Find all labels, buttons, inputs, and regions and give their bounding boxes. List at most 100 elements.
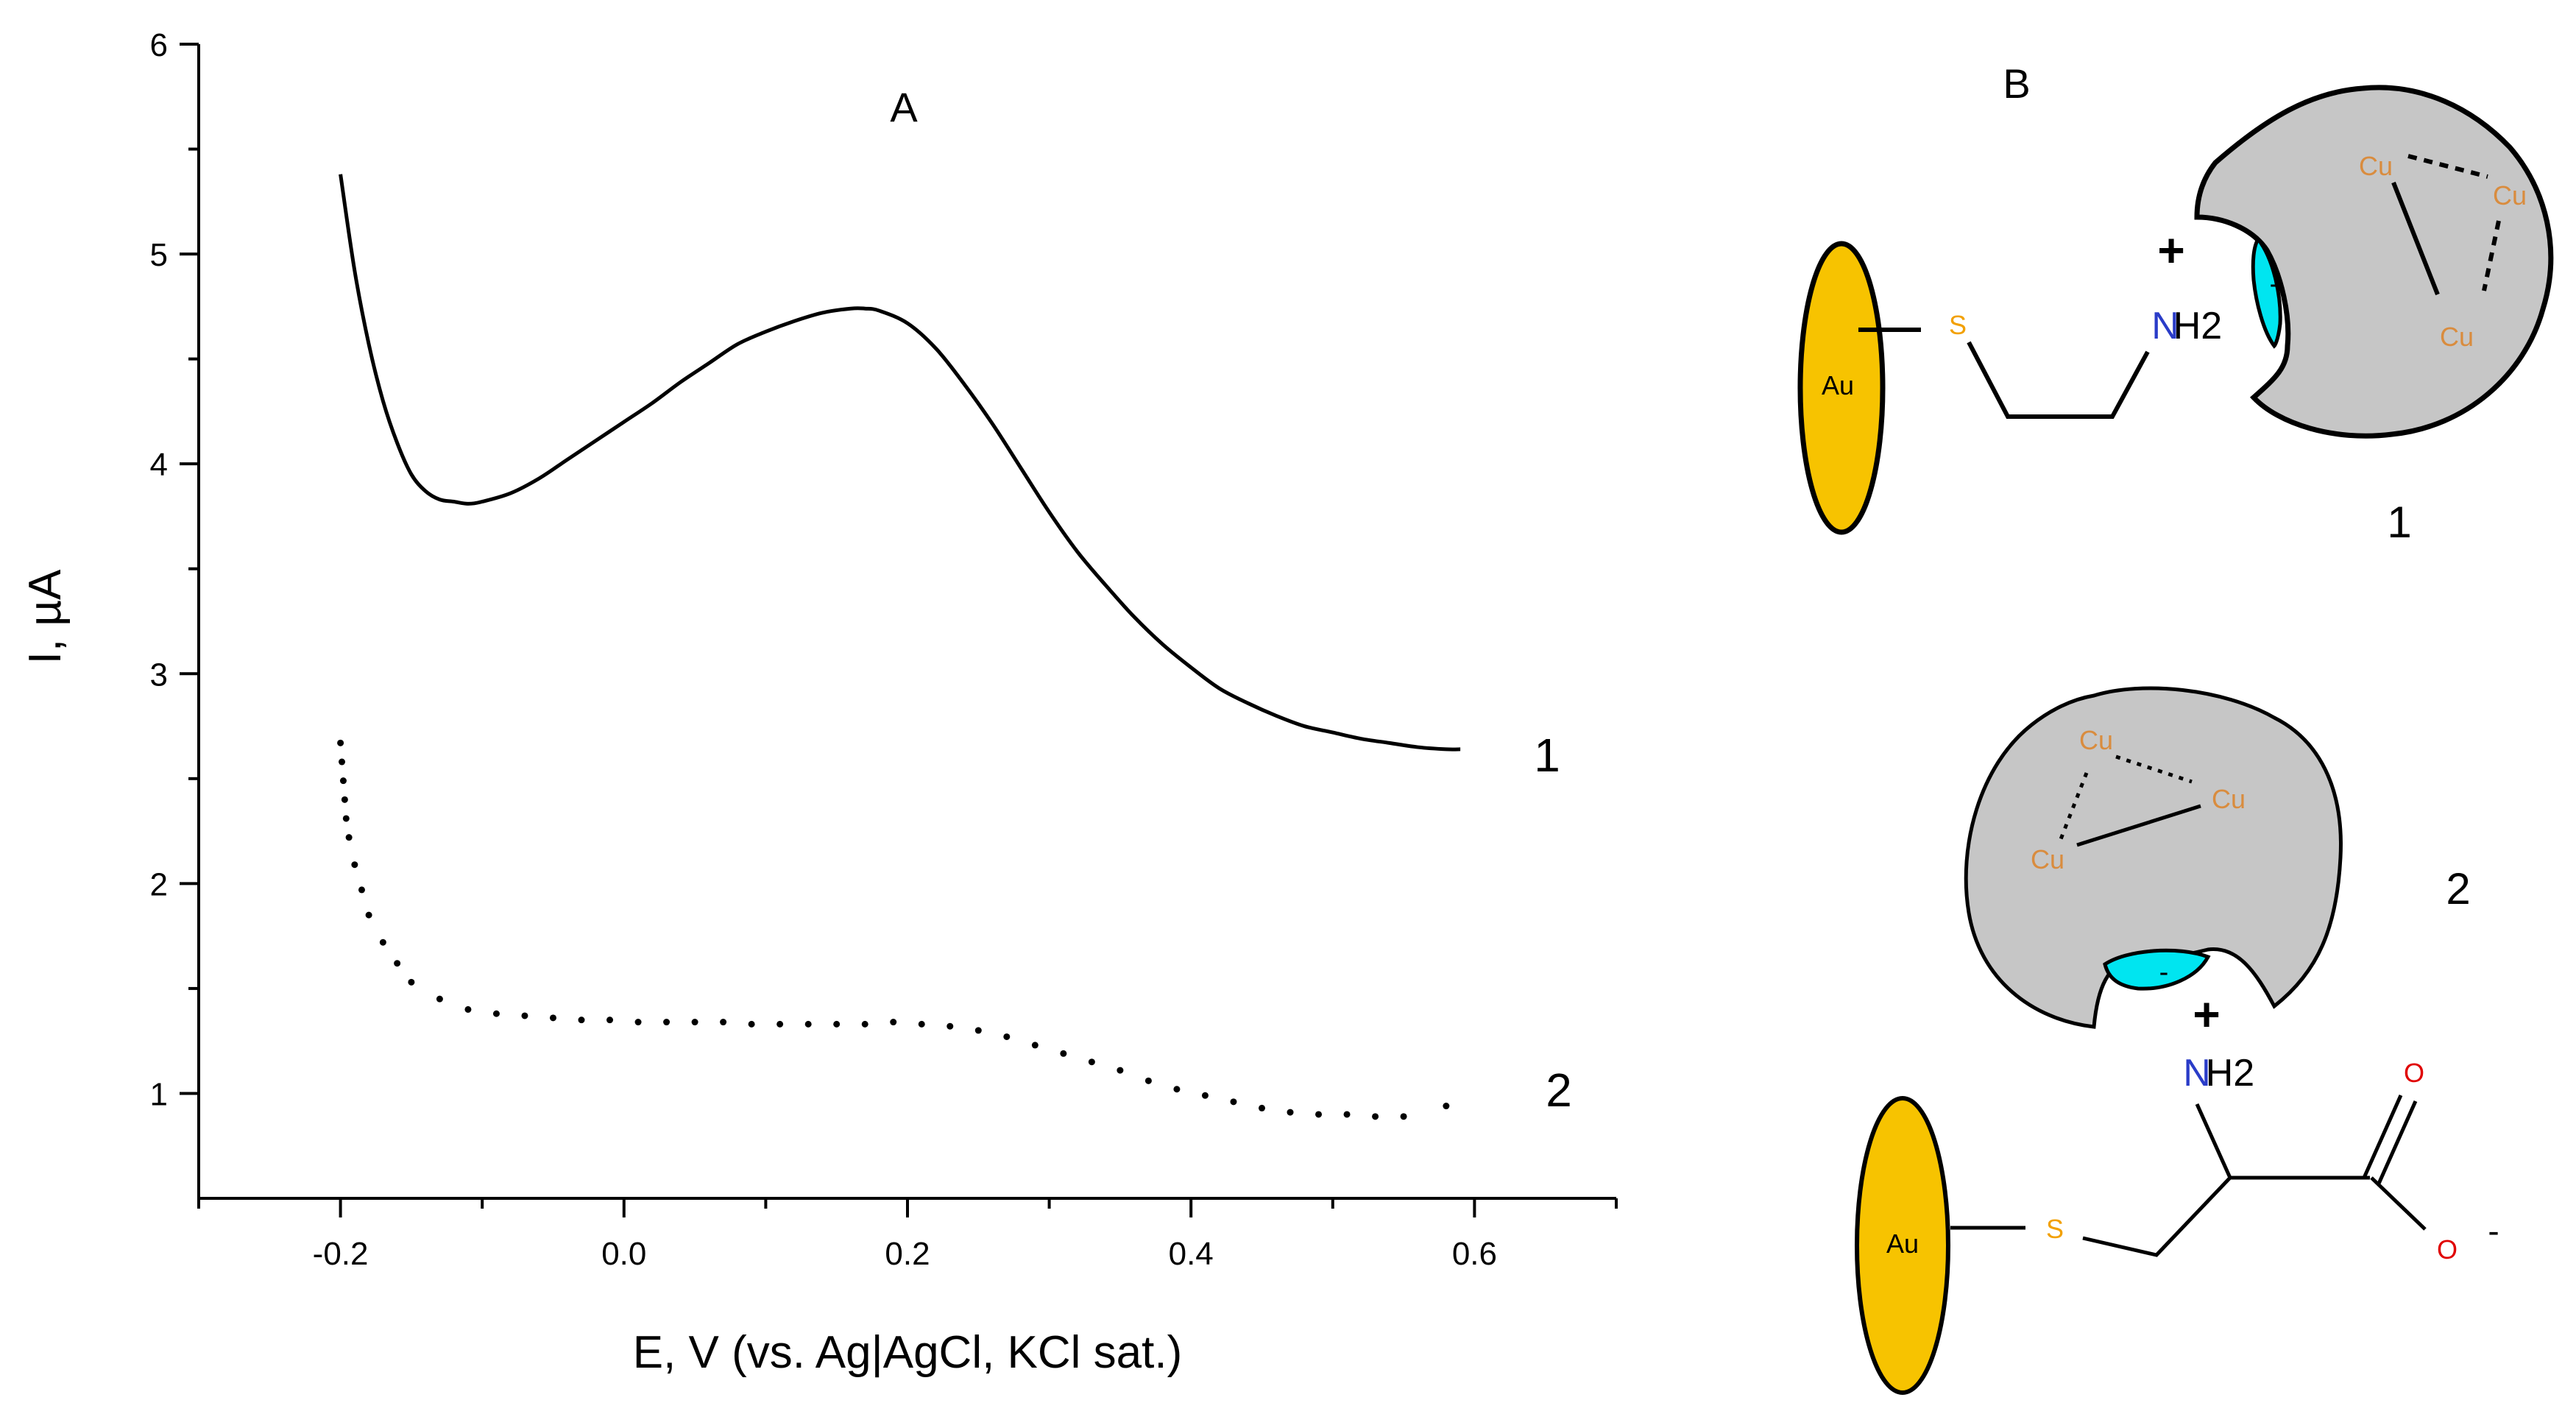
series-2-point	[436, 995, 443, 1003]
series-2-point	[974, 1027, 982, 1034]
cu-bond-1-solid	[2391, 181, 2440, 296]
carboxylate-minus-2: -	[2488, 1212, 2499, 1250]
x-tick-label: 0.6	[1452, 1236, 1497, 1272]
series-2-point	[946, 1022, 954, 1030]
active-site-1	[2251, 236, 2282, 349]
data-series	[337, 174, 1461, 1120]
oxygen-label-2b: O	[2437, 1234, 2458, 1265]
series-2-point	[720, 1019, 727, 1026]
series-2-point	[804, 1020, 812, 1028]
cu-bond-1-dotted-a	[2407, 154, 2488, 179]
cu-bond-2-dotted-b	[2059, 772, 2089, 840]
series-2-point	[634, 1019, 642, 1026]
y-tick-label: 6	[150, 27, 168, 63]
series-2-point	[1400, 1113, 1407, 1120]
x-tick-label: 0.2	[885, 1236, 930, 1272]
cu-bond-2-solid	[2076, 804, 2201, 847]
series-2-point	[1060, 1050, 1067, 1057]
y-tick-label: 5	[150, 237, 168, 273]
series-2-point	[918, 1020, 925, 1028]
active-site-2	[2103, 948, 2211, 991]
series-2-point	[339, 758, 346, 766]
series-2-point	[1315, 1111, 1323, 1118]
site-minus-1: -	[2270, 269, 2279, 300]
series-2-point	[342, 815, 350, 822]
y-tick-label: 2	[150, 866, 168, 902]
series-2-label: 2	[1546, 1064, 1572, 1117]
series-2-point	[1031, 1042, 1038, 1049]
series-2-point	[339, 777, 347, 785]
cu-bond-2-dotted-a	[2115, 754, 2193, 784]
series-2-point	[1117, 1067, 1124, 1074]
scheme-2: - Cu Cu Cu + N H2 Au S O O - 2	[1855, 686, 2499, 1395]
carbonyl-bond-2a	[2362, 1094, 2403, 1179]
series-2-point	[341, 796, 348, 803]
amine-bond-2	[2195, 1103, 2232, 1179]
panel-label-b: B	[2003, 60, 2030, 107]
amine-h2-2: H2	[2206, 1052, 2254, 1095]
cu-label-1a: Cu	[2359, 151, 2393, 181]
series-2-point	[890, 1019, 897, 1026]
x-axis-title: E, V (vs. Ag|AgCl, KCl sat.)	[633, 1327, 1183, 1378]
series-2-point	[1201, 1092, 1209, 1099]
series-2-point	[521, 1012, 528, 1019]
linker-chain-1	[1967, 341, 2150, 419]
series-2-point	[1443, 1103, 1450, 1110]
series-2-point	[1144, 1077, 1152, 1084]
series-2-point	[606, 1017, 614, 1024]
au-label-1: Au	[1822, 370, 1854, 400]
series-2-point	[1287, 1109, 1294, 1116]
x-tick-label: 0.0	[601, 1236, 646, 1272]
cu-label-2c: Cu	[2031, 844, 2064, 874]
amine-h2-1: H2	[2173, 305, 2222, 347]
series-2-point	[492, 1010, 500, 1017]
series-2-point	[776, 1020, 784, 1028]
series-1-label: 1	[1534, 729, 1560, 782]
series-1-line	[339, 174, 1461, 752]
cu-label-1c: Cu	[2440, 322, 2474, 352]
cu-label-2b: Cu	[2212, 784, 2246, 814]
series-2-point	[365, 911, 372, 919]
y-tick-label: 3	[150, 657, 168, 693]
series-2-point	[748, 1020, 755, 1028]
series-2-point	[464, 1005, 472, 1013]
series-2-point	[408, 978, 415, 986]
scheme-panel: B Au S + N H2 - Cu Cu Cu 1	[1797, 60, 2554, 1395]
series-2-point	[1003, 1033, 1011, 1040]
plus-label-2: +	[2193, 988, 2220, 1041]
axis-tick-labels: -0.2 0.0 0.2 0.4 0.6 1 2 3 4 5 6	[150, 27, 1497, 1272]
axis-ticks	[180, 43, 1618, 1217]
voltammetry-chart: -0.2 0.0 0.2 0.4 0.6 1 2 3 4 5 6 A E, V (vs. Ag|Ag…	[20, 27, 1618, 1378]
series-2-point	[1173, 1086, 1181, 1093]
gold-electrode-1	[1797, 241, 1886, 535]
series-2-point	[394, 960, 401, 967]
series-2-point	[358, 886, 365, 894]
series-2-point	[550, 1014, 556, 1022]
x-tick-label: 0.4	[1169, 1236, 1214, 1272]
series-2-point	[691, 1019, 698, 1026]
scheme-1: Au S + N H2 - Cu Cu Cu 1	[1797, 85, 2554, 547]
series-2-point	[663, 1019, 670, 1026]
series-2-point	[379, 938, 386, 946]
cu-label-1b: Cu	[2493, 180, 2527, 211]
amine-n-1: N	[2151, 305, 2179, 347]
series-2-point	[1230, 1098, 1237, 1106]
site-minus-2: -	[2159, 957, 2169, 988]
y-axis-title: I, µA	[20, 569, 71, 664]
panel-label-a: A	[890, 84, 918, 130]
linker-chain-2	[2082, 1176, 2370, 1257]
y-tick-label: 1	[150, 1076, 168, 1112]
x-tick-label: -0.2	[313, 1236, 369, 1272]
y-tick-label: 4	[150, 447, 168, 483]
series-2-point	[345, 834, 353, 841]
scheme-label-1: 1	[2387, 498, 2411, 547]
series-2-point	[1088, 1058, 1095, 1066]
gold-electrode-2	[1855, 1096, 1950, 1395]
series-2-point	[1343, 1111, 1351, 1118]
series-2-point	[351, 861, 358, 869]
cu-bond-1-dotted-b	[2482, 220, 2501, 291]
series-2-point	[1259, 1104, 1265, 1111]
series-2-point	[337, 739, 344, 746]
au-label-2: Au	[1886, 1229, 1919, 1259]
